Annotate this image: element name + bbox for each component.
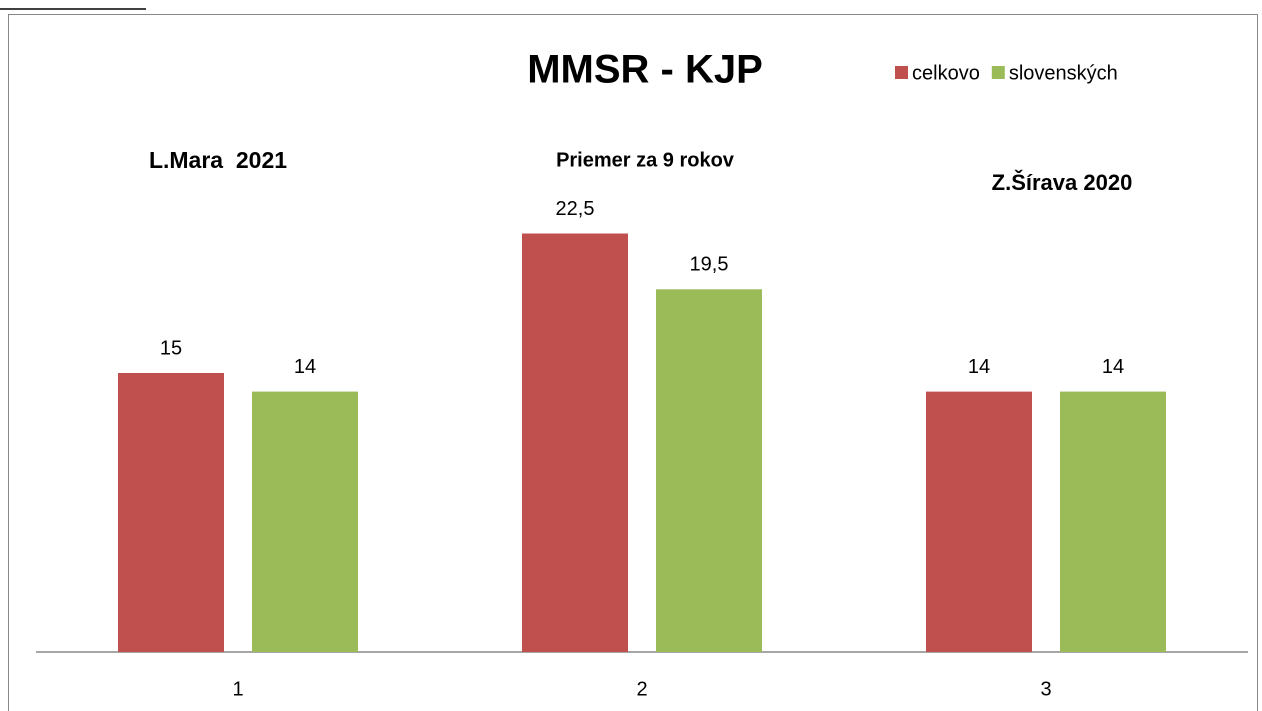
value-label: 22,5: [556, 198, 595, 220]
x-tick-label: 3: [1040, 678, 1051, 700]
bar: [522, 233, 628, 652]
legend-swatch: [991, 66, 1005, 79]
legend-swatch: [895, 66, 908, 79]
bar: [656, 289, 762, 652]
legend-label: celkovo: [912, 62, 980, 84]
value-label: 14: [1102, 356, 1124, 378]
bar: [926, 391, 1032, 652]
bar: [252, 391, 358, 652]
value-label: 19,5: [690, 254, 729, 276]
annotation: L.Mara 2021: [149, 147, 287, 173]
value-label: 15: [160, 337, 182, 359]
x-tick-label: 1: [232, 678, 243, 700]
value-label: 14: [968, 356, 990, 378]
chart-frame: [8, 14, 1258, 711]
x-tick-label: 2: [636, 678, 647, 700]
annotation: Z.Šírava 2020: [992, 170, 1133, 195]
bar: [118, 373, 224, 652]
bar: [1060, 391, 1166, 652]
annotation: Priemer za 9 rokov: [556, 149, 735, 171]
value-label: 14: [294, 356, 316, 378]
chart-title: MMSR - KJP: [527, 48, 763, 92]
legend-label: slovenských: [1009, 62, 1118, 84]
